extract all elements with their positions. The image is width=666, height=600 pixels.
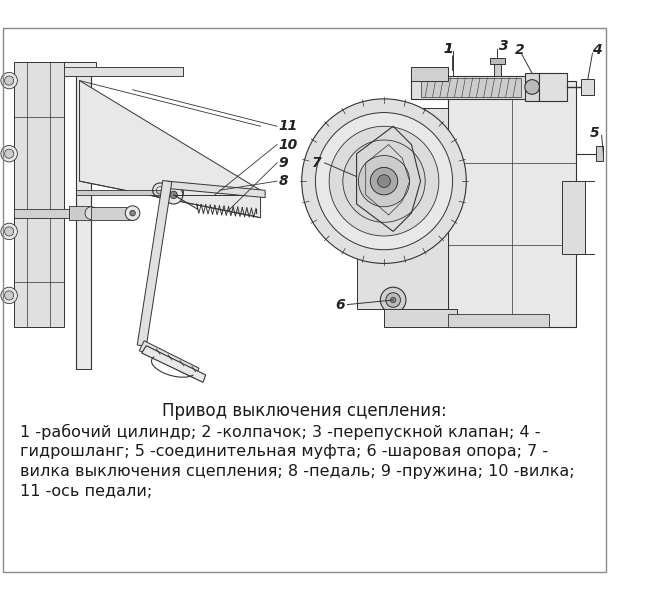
Polygon shape (76, 190, 183, 195)
Circle shape (390, 297, 396, 303)
Text: 9: 9 (279, 156, 288, 170)
Circle shape (170, 191, 177, 199)
Polygon shape (412, 76, 530, 99)
Circle shape (343, 140, 425, 222)
Text: гидрошланг; 5 -соединительная муфта; 6 -шаровая опора; 7 -: гидрошланг; 5 -соединительная муфта; 6 -… (20, 443, 548, 458)
Polygon shape (420, 78, 521, 97)
Polygon shape (142, 346, 206, 382)
Polygon shape (384, 309, 457, 328)
Text: вилка выключения сцепления; 8 -педаль; 9 -пружина; 10 -вилка;: вилка выключения сцепления; 8 -педаль; 9… (20, 464, 575, 479)
Polygon shape (581, 79, 594, 95)
Circle shape (386, 293, 400, 307)
Polygon shape (494, 64, 501, 76)
Text: 6: 6 (335, 298, 345, 311)
Circle shape (1, 287, 17, 304)
Polygon shape (76, 67, 91, 368)
Polygon shape (64, 67, 183, 76)
Circle shape (165, 186, 183, 204)
Polygon shape (490, 58, 505, 64)
Polygon shape (412, 67, 448, 80)
Circle shape (302, 99, 466, 263)
Text: 11: 11 (279, 119, 298, 133)
Circle shape (5, 76, 14, 85)
Circle shape (1, 223, 17, 239)
Polygon shape (69, 206, 91, 220)
Polygon shape (539, 73, 567, 101)
Polygon shape (167, 181, 265, 197)
Polygon shape (525, 73, 539, 101)
Text: 3: 3 (500, 39, 509, 53)
Circle shape (1, 145, 17, 162)
Circle shape (85, 207, 98, 220)
Circle shape (378, 175, 390, 188)
Circle shape (316, 113, 453, 250)
Text: 1: 1 (443, 41, 453, 56)
Polygon shape (79, 80, 260, 218)
Polygon shape (356, 108, 448, 309)
Circle shape (5, 291, 14, 300)
Circle shape (525, 80, 539, 94)
Circle shape (1, 73, 17, 89)
Circle shape (329, 126, 439, 236)
Polygon shape (91, 207, 133, 220)
Text: 2: 2 (515, 43, 524, 58)
Circle shape (5, 149, 14, 158)
Text: 7: 7 (312, 156, 322, 170)
Polygon shape (448, 314, 549, 328)
Text: 10: 10 (279, 137, 298, 152)
Polygon shape (139, 341, 199, 378)
Text: 5: 5 (590, 125, 600, 140)
Polygon shape (448, 80, 576, 328)
Text: 1 -рабочий цилиндр; 2 -колпачок; 3 -перепускной клапан; 4 -: 1 -рабочий цилиндр; 2 -колпачок; 3 -пере… (20, 424, 541, 440)
Text: Привод выключения сцепления:: Привод выключения сцепления: (162, 403, 447, 421)
Polygon shape (562, 181, 585, 254)
Circle shape (130, 211, 135, 216)
Polygon shape (14, 62, 64, 328)
Text: 4: 4 (593, 43, 602, 58)
Circle shape (380, 287, 406, 313)
Polygon shape (64, 62, 183, 76)
Circle shape (358, 155, 410, 207)
Circle shape (5, 227, 14, 236)
Polygon shape (596, 146, 603, 161)
Polygon shape (137, 181, 172, 346)
Polygon shape (14, 209, 69, 218)
Text: 1: 1 (443, 41, 453, 56)
Circle shape (125, 206, 140, 220)
Circle shape (370, 167, 398, 195)
Text: 8: 8 (279, 174, 288, 188)
Text: 11 -ось педали;: 11 -ось педали; (20, 484, 153, 499)
